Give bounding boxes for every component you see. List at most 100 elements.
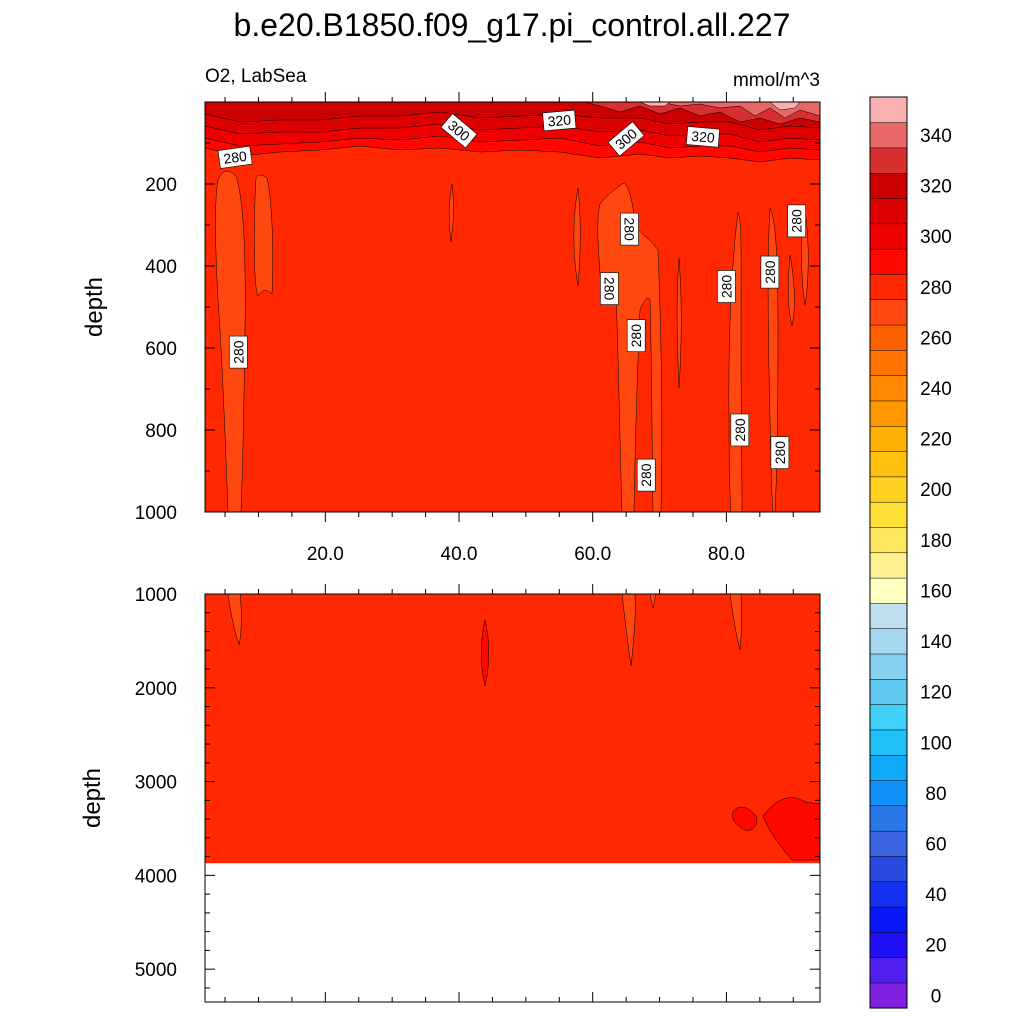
- colorbar-box: [869, 526, 908, 554]
- colorbar-box: [869, 248, 908, 275]
- colorbar-box: [869, 476, 908, 503]
- colorbar-label: 20: [925, 936, 946, 957]
- contour-label: 280: [600, 272, 619, 305]
- colorbar-box: [869, 780, 908, 807]
- contour-label: 320: [542, 109, 577, 132]
- colorbar-box: [869, 223, 908, 250]
- upper-ytick-label: 600: [145, 339, 177, 360]
- colorbar-box: [869, 577, 908, 604]
- lower-ytick-label: 5000: [135, 960, 177, 981]
- tongue-2: [254, 174, 274, 297]
- colorbar-frame: [869, 96, 908, 1009]
- colorbar-label: 280: [920, 278, 952, 299]
- band-350: [639, 102, 801, 111]
- contour-label: 280: [787, 204, 806, 238]
- contour-label-box: [600, 272, 619, 305]
- contour-label-text: 280: [789, 209, 805, 233]
- contour-label-text: 280: [638, 463, 654, 487]
- contour-label-text: 280: [628, 324, 644, 348]
- contour-label-box: [685, 126, 721, 148]
- colorbar-label: 80: [925, 784, 946, 805]
- colorbar-label: 120: [920, 683, 952, 704]
- units-string: mmol/m^3: [733, 70, 820, 91]
- colorbar-box: [869, 881, 908, 908]
- lower-frame: [204, 593, 821, 1003]
- tongue-3: [448, 183, 454, 243]
- colorbar-box: [869, 273, 908, 301]
- colorbar-box: [869, 400, 908, 427]
- colorbar-box: [869, 602, 908, 629]
- colorbar-box: [869, 299, 908, 326]
- upper-xtick-label: 60.0: [574, 544, 611, 565]
- colorbar-box: [869, 855, 908, 883]
- contour-label-text: 280: [622, 217, 638, 241]
- contour-label-text: 280: [222, 148, 248, 167]
- upper-ytick-label: 400: [145, 257, 177, 278]
- colorbar-box: [869, 122, 908, 149]
- colorbar-box: [869, 349, 908, 376]
- contour-label: 280: [229, 335, 248, 369]
- colorbar-label: 200: [920, 480, 952, 501]
- lower-tongue-2: [621, 594, 636, 667]
- colorbar-box: [869, 628, 908, 655]
- colorbar-box: [869, 324, 908, 351]
- colorbar-label: 100: [920, 733, 952, 754]
- colorbar-label: 60: [925, 835, 946, 856]
- colorbar-box: [869, 982, 908, 1009]
- colorbar-box: [869, 678, 908, 705]
- contour-label: 280: [730, 413, 750, 447]
- colorbar-box: [869, 375, 908, 402]
- colorbar-box: [869, 552, 908, 579]
- upper-ytick-label: 1000: [135, 503, 177, 524]
- contour-label-box: [770, 436, 790, 469]
- colorbar-label: 300: [920, 227, 952, 248]
- contour-label: 280: [217, 145, 253, 169]
- colorbar-label: 160: [920, 582, 952, 603]
- colorbar-box: [869, 96, 908, 123]
- upper-xtick-label: 40.0: [441, 544, 478, 565]
- contour-label-text: 320: [547, 111, 572, 129]
- colorbar-box: [869, 147, 908, 174]
- contour-label-text: 280: [732, 418, 748, 442]
- lower-background-field: [205, 594, 820, 864]
- contour-label-box: [636, 458, 656, 492]
- colorbar-label: 320: [920, 177, 952, 198]
- contour-label-box: [217, 145, 253, 169]
- contour-label-box: [542, 109, 577, 132]
- colorbar-box: [869, 729, 908, 756]
- colorbar-label: 40: [925, 885, 946, 906]
- lower-ticks: 1000 2000 3000 4000 5000: [135, 584, 820, 1002]
- tongue-9: [788, 254, 795, 327]
- lower-ytick-label: 2000: [135, 679, 177, 700]
- lower-high-3: [762, 797, 820, 861]
- contour-label: 280: [770, 436, 790, 469]
- lower-high-1: [481, 619, 489, 687]
- contour-label-text: 280: [762, 260, 778, 284]
- colorbar-label: 0: [931, 986, 942, 1007]
- colorbar: 0 20 40 60 80 100 120 140 160 180 200 220 240 260 280 3…: [869, 96, 952, 1009]
- chart-title: b.e20.B1850.f09_g17.pi_control.all.227: [234, 7, 791, 43]
- upper-ylabel: depth: [81, 277, 108, 337]
- contour-label: 280: [620, 212, 639, 246]
- colorbar-box: [869, 197, 908, 225]
- colorbar-box: [869, 754, 908, 781]
- contour-label-box: [620, 212, 639, 246]
- left-string: O2, LabSea: [205, 66, 307, 87]
- contour-label-box: [229, 335, 248, 369]
- contour-label-box: [787, 204, 806, 238]
- colorbar-box: [869, 830, 908, 857]
- colorbar-box: [869, 704, 908, 731]
- colorbar-box: [869, 805, 908, 832]
- lower-ytick-label: 3000: [135, 773, 177, 794]
- contour-label-text: 280: [230, 340, 246, 364]
- contour-label-text: 320: [691, 128, 716, 146]
- upper-xtick-label: 80.0: [708, 544, 745, 565]
- contour-label: 280: [636, 458, 656, 492]
- colorbar-label: 140: [920, 632, 952, 653]
- lower-high-2: [732, 806, 758, 831]
- colorbar-box: [869, 425, 908, 452]
- colorbar-box: [869, 451, 908, 478]
- colorbar-box: [869, 957, 908, 984]
- tongue-6: [676, 257, 682, 389]
